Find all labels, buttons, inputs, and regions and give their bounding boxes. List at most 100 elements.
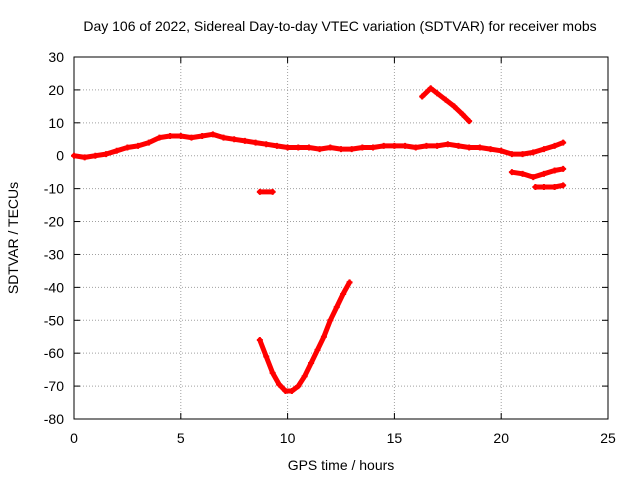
data-point xyxy=(188,134,195,141)
data-point xyxy=(434,142,441,149)
data-point xyxy=(156,134,163,141)
data-point xyxy=(540,183,547,190)
data-point xyxy=(427,85,434,92)
series-main-band xyxy=(71,131,567,161)
plot-frame xyxy=(73,56,609,420)
tick-layer: 0 5 10 15 20 25 -80 -70 -60 -50 -40 -30 -20 -10 0 10 20 3… xyxy=(44,49,616,446)
data-point xyxy=(282,388,289,395)
x-axis-label: GPS time / hours xyxy=(288,457,395,473)
series-upper-arc xyxy=(419,85,473,125)
series-segment-22h xyxy=(532,182,567,190)
data-point xyxy=(487,146,494,153)
data-point xyxy=(320,333,327,340)
y-tick-label: -40 xyxy=(44,279,64,295)
data-layer xyxy=(71,85,567,395)
data-point xyxy=(540,170,547,177)
y-tick-label: -20 xyxy=(44,214,64,230)
data-point xyxy=(288,388,295,395)
series-short-segment-9h xyxy=(256,188,276,195)
y-tick-label: -80 xyxy=(44,411,64,427)
data-point xyxy=(519,151,526,158)
data-point xyxy=(167,132,174,139)
data-point xyxy=(402,142,409,149)
x-tick-label: 5 xyxy=(177,430,185,446)
data-point xyxy=(466,144,473,151)
data-point xyxy=(338,146,344,153)
data-point xyxy=(551,183,558,190)
data-point xyxy=(540,146,547,153)
y-tick-label: 20 xyxy=(48,82,64,98)
data-point xyxy=(560,182,567,189)
data-point xyxy=(113,147,120,154)
data-point xyxy=(346,279,353,286)
x-tick-label: 15 xyxy=(387,430,403,446)
data-point xyxy=(256,337,263,344)
series-dip-arc xyxy=(256,279,353,395)
data-point xyxy=(308,360,315,367)
data-point xyxy=(419,93,426,100)
data-point xyxy=(551,167,558,174)
x-tick-label: 0 xyxy=(70,430,78,446)
data-point xyxy=(256,188,263,195)
data-point xyxy=(476,144,483,151)
data-point xyxy=(269,188,276,195)
data-point xyxy=(508,169,515,176)
y-tick-label: 30 xyxy=(48,49,64,65)
data-point xyxy=(263,353,270,360)
data-point xyxy=(560,165,567,172)
data-point xyxy=(530,149,537,156)
x-tick-label: 25 xyxy=(600,430,616,446)
series-segment-21h xyxy=(508,165,567,181)
y-tick-label: 10 xyxy=(48,115,64,131)
y-axis-label: SDTVAR / TECUs xyxy=(5,182,21,294)
data-point xyxy=(327,144,334,151)
series-line xyxy=(71,131,566,160)
data-point xyxy=(459,111,466,118)
data-point xyxy=(551,142,558,149)
data-point xyxy=(273,142,280,149)
data-point xyxy=(498,147,505,154)
data-point xyxy=(263,141,270,148)
data-point xyxy=(340,290,347,297)
data-point xyxy=(231,136,238,143)
data-point xyxy=(124,144,131,151)
data-point xyxy=(316,146,323,153)
data-point xyxy=(530,174,537,181)
data-point xyxy=(560,139,567,146)
data-point xyxy=(455,142,462,149)
y-tick-label: -10 xyxy=(44,181,64,197)
y-tick-label: -70 xyxy=(44,378,64,394)
data-point xyxy=(466,118,473,125)
data-point xyxy=(199,132,206,139)
data-point xyxy=(434,90,441,97)
data-point xyxy=(380,142,387,149)
data-point xyxy=(532,183,539,190)
data-point xyxy=(391,142,398,149)
data-point xyxy=(252,139,259,146)
x-tick-label: 20 xyxy=(493,430,509,446)
series-line xyxy=(532,182,566,190)
data-point xyxy=(451,103,458,110)
data-point xyxy=(519,170,526,177)
data-point xyxy=(220,134,227,141)
data-point xyxy=(284,144,291,151)
data-point xyxy=(359,144,366,151)
data-point xyxy=(348,146,355,153)
data-point xyxy=(444,141,451,148)
data-point xyxy=(370,144,377,151)
data-point xyxy=(177,132,184,139)
data-point xyxy=(92,152,99,159)
data-point xyxy=(508,151,515,158)
x-tick-label: 10 xyxy=(280,430,296,446)
data-point xyxy=(103,151,110,158)
data-point xyxy=(209,131,216,138)
data-point xyxy=(301,373,308,380)
y-tick-label: -60 xyxy=(44,345,64,361)
data-point xyxy=(145,139,152,146)
grid-layer xyxy=(74,57,608,419)
data-point xyxy=(333,304,340,311)
data-point xyxy=(81,154,88,161)
data-point xyxy=(241,137,248,144)
y-tick-label: -50 xyxy=(44,312,64,328)
